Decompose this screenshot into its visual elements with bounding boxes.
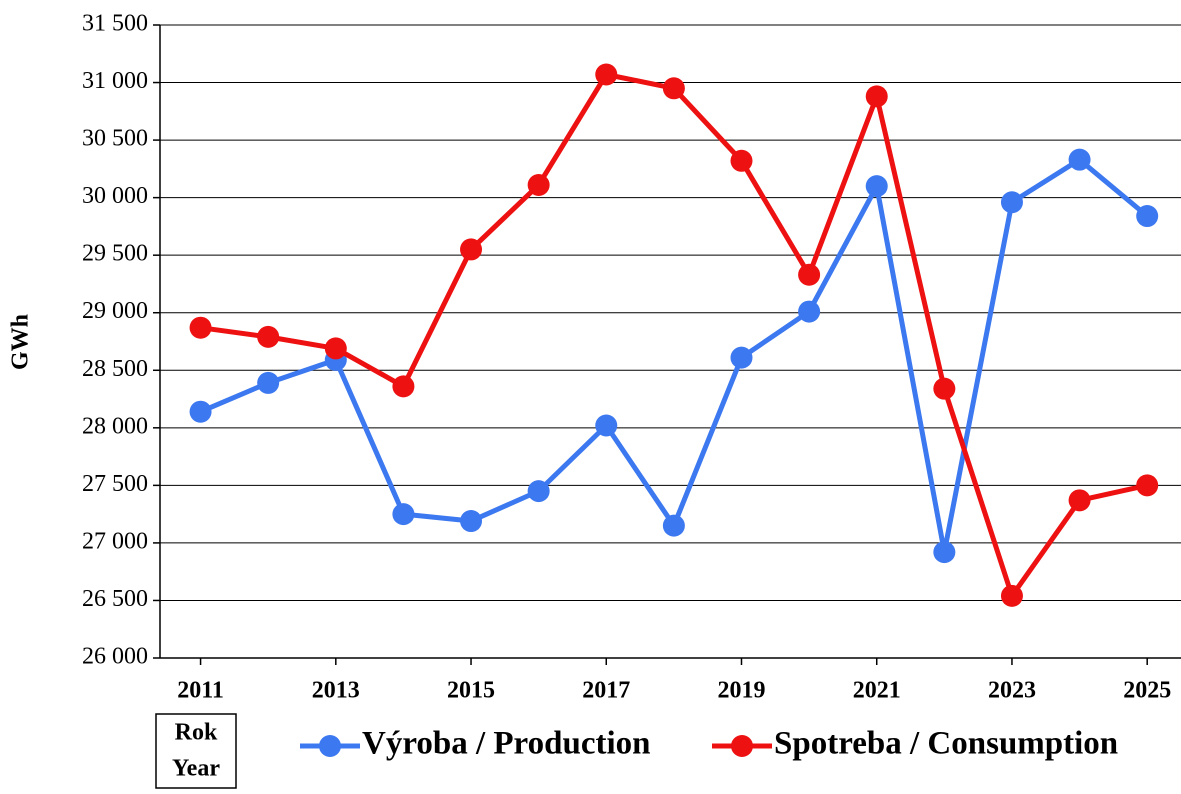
- data-point: [865, 175, 888, 198]
- legend-label: Výroba / Production: [362, 726, 650, 762]
- x-tick-label: 2011: [177, 678, 224, 704]
- data-point: [798, 300, 821, 323]
- x-axis-label: Rok: [175, 720, 218, 746]
- y-tick-label: 31 500: [82, 11, 148, 37]
- x-tick-label: 2025: [1123, 678, 1171, 704]
- x-tick-label: 2019: [717, 678, 765, 704]
- y-tick-label: 30 500: [82, 126, 148, 152]
- y-tick-label: 26 500: [82, 586, 148, 612]
- data-point: [730, 149, 753, 172]
- data-point: [798, 263, 821, 286]
- data-point: [1068, 489, 1091, 512]
- data-point: [662, 514, 685, 537]
- data-point: [1000, 191, 1023, 214]
- y-axis-label: GWh: [8, 314, 34, 370]
- data-point: [527, 173, 550, 196]
- data-point: [595, 414, 618, 437]
- data-point: [189, 316, 212, 339]
- legend-marker: [731, 735, 753, 757]
- data-point: [1136, 474, 1159, 497]
- y-tick-label: 30 000: [82, 183, 148, 209]
- data-point: [324, 337, 347, 360]
- x-tick-label: 2013: [312, 678, 360, 704]
- y-tick-label: 26 000: [82, 644, 148, 670]
- x-tick-label: 2017: [582, 678, 630, 704]
- data-point: [392, 375, 415, 398]
- x-label-box: [155, 713, 237, 789]
- data-point: [527, 480, 550, 503]
- data-point: [392, 503, 415, 526]
- y-tick-label: 29 500: [82, 241, 148, 267]
- data-point: [1000, 584, 1023, 607]
- x-tick-label: 2021: [853, 678, 901, 704]
- data-point: [460, 510, 483, 533]
- data-point: [730, 346, 753, 369]
- y-tick-label: 29 000: [82, 298, 148, 324]
- data-point: [460, 238, 483, 261]
- data-point: [1068, 148, 1091, 171]
- data-point: [595, 63, 618, 86]
- data-point: [1136, 205, 1159, 228]
- data-point: [189, 400, 212, 423]
- y-tick-label: 28 000: [82, 413, 148, 439]
- data-point: [865, 85, 888, 108]
- x-tick-label: 2015: [447, 678, 495, 704]
- data-point: [662, 77, 685, 100]
- y-tick-label: 27 000: [82, 528, 148, 554]
- data-point: [257, 325, 280, 348]
- x-tick-label: 2023: [988, 678, 1036, 704]
- data-point: [933, 541, 956, 564]
- data-point: [257, 371, 280, 394]
- x-axis-label: Year: [172, 756, 220, 782]
- y-tick-label: 28 500: [82, 356, 148, 382]
- y-tick-label: 27 500: [82, 471, 148, 497]
- legend-label: Spotreba / Consumption: [774, 726, 1118, 762]
- y-tick-label: 31 000: [82, 68, 148, 94]
- data-point: [933, 377, 956, 400]
- legend-marker: [319, 735, 341, 757]
